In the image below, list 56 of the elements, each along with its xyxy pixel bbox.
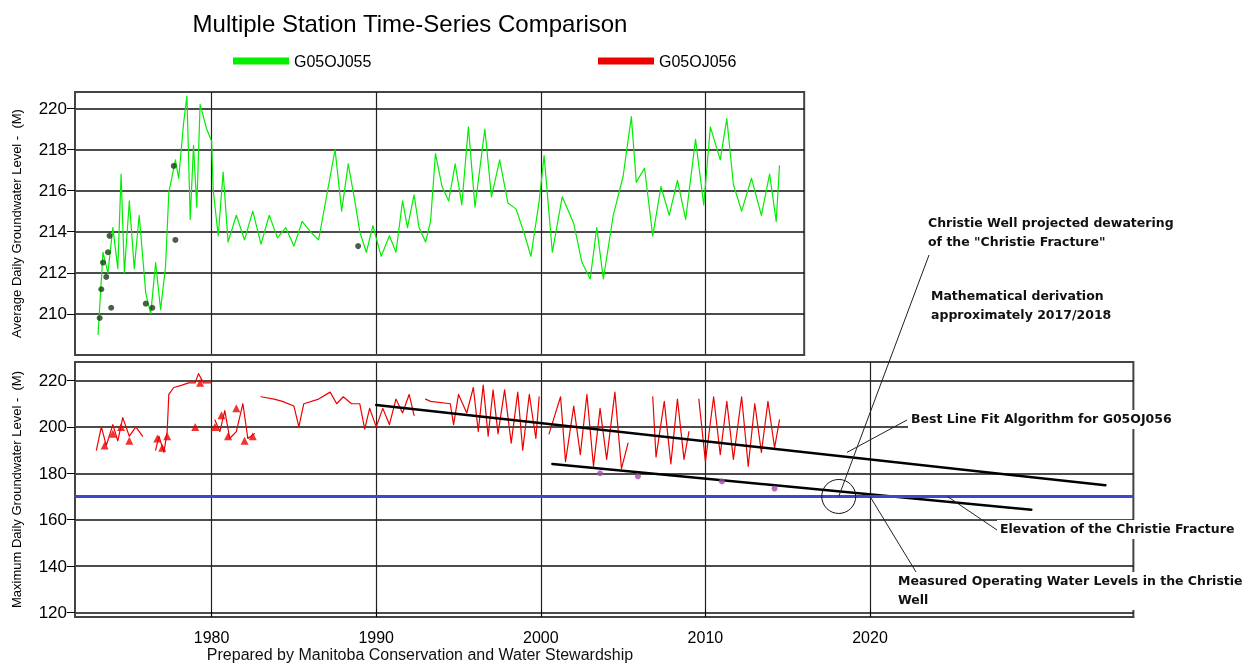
annotation: Christie Well projected dewatering of the "Christie Fracture" — [925, 214, 1193, 252]
text: Prepared by Manitoba Conservation and Water Stewardship — [205, 646, 635, 664]
annotation: Best Line Fit Algorithm for G05OJ056 — [908, 410, 1175, 429]
y-tick-label: 216 — [38, 181, 67, 201]
point — [117, 422, 126, 431]
point — [355, 243, 362, 250]
point — [104, 249, 111, 256]
point — [191, 422, 200, 431]
point — [98, 286, 105, 293]
y-tick-label: 200 — [38, 417, 67, 437]
x-tick-label: 2000 — [523, 628, 559, 646]
annotation: Measured Operating Water Levels in the Christie Well — [895, 572, 1255, 610]
x-tick-label: 1990 — [358, 628, 395, 646]
point — [172, 236, 179, 243]
x-tick-label: 2010 — [687, 628, 724, 646]
y-tick-label: 220 — [38, 371, 67, 391]
y-tick-label: 210 — [38, 304, 67, 324]
point — [224, 432, 233, 441]
legend-label: G05OJ056 — [659, 52, 737, 70]
y-tick-label: 218 — [38, 140, 67, 160]
line-series — [97, 95, 781, 336]
point — [217, 411, 226, 420]
y-tick-label: 214 — [38, 222, 67, 242]
x-tick-label: 2020 — [852, 628, 888, 646]
y-tick-label: 120 — [38, 602, 67, 622]
point — [718, 478, 725, 485]
point — [196, 378, 205, 387]
legend-label: G05OJ055 — [294, 52, 372, 70]
point — [103, 273, 110, 280]
point — [99, 259, 106, 266]
x-tick-label: 1980 — [193, 628, 230, 646]
point — [96, 315, 103, 322]
point — [153, 434, 162, 443]
y-tick-label: 180 — [38, 463, 67, 483]
chart-title: Multiple Station Time-Series Comparison — [192, 9, 628, 37]
y-tick-label: 220 — [38, 98, 67, 118]
point — [158, 443, 167, 452]
y-tick-label: 140 — [38, 556, 67, 576]
y-axis-title: Average Daily Groundwater Level - (M) — [9, 109, 24, 338]
annotation: Elevation of the Christie Fracture — [997, 520, 1238, 539]
y-tick-label: 160 — [38, 510, 67, 530]
point — [210, 422, 219, 431]
point — [106, 232, 113, 239]
y-axis-title: Maximum Daily Groundwater Level - (M) — [9, 371, 24, 608]
point — [125, 436, 134, 445]
point — [634, 473, 641, 480]
point — [142, 300, 149, 307]
point — [108, 429, 117, 438]
point — [108, 304, 115, 311]
point — [240, 436, 249, 445]
point — [597, 470, 604, 477]
point — [170, 162, 177, 169]
text: Mathematical derivation approximately 2017/2018 — [928, 287, 1164, 325]
y-tick-label: 212 — [38, 263, 67, 283]
point — [771, 485, 778, 492]
point — [149, 304, 156, 311]
